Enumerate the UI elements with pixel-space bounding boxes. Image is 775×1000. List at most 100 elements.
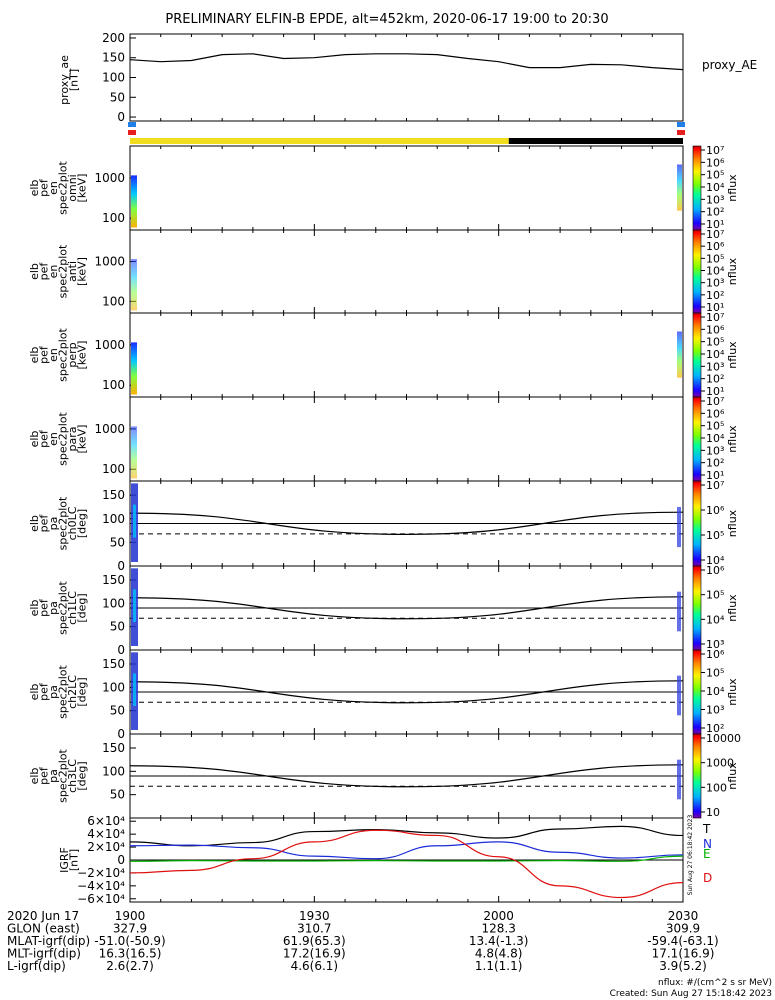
ch0-colorbar-unit: nflux	[726, 509, 739, 537]
ch2-ytick-label: 50	[110, 704, 125, 718]
ch2-data-right	[677, 675, 681, 716]
en-perp-colorbar-label: 10⁶	[706, 323, 725, 336]
ch1-ylabel: spec2plot	[57, 581, 70, 635]
en-anti-colorbar-label: 10⁶	[706, 240, 725, 253]
en-anti-colorbar-label: 10⁴	[706, 265, 725, 278]
footer-row-value: 61.9(65.3)	[283, 934, 346, 948]
igrf-t-line	[129, 825, 684, 847]
igrf-component-d: D	[703, 871, 712, 885]
ch0-ytick-label: 100	[102, 512, 125, 526]
en-anti-ylabel: en	[47, 265, 60, 279]
en-para-ylabel: pef	[38, 429, 51, 448]
en-perp-colorbar-label: 10⁵	[706, 336, 724, 349]
footer-row-value: 16.3(16.5)	[99, 947, 162, 961]
ch3-ytick-label: 150	[102, 741, 125, 755]
en-anti-colorbar-unit: nflux	[726, 257, 739, 285]
footer-row-label: GLON (east)	[7, 922, 80, 936]
ch3-data-right	[677, 759, 681, 800]
en-para-frame	[129, 396, 684, 482]
igrf-ytick-label: 2×10⁴	[87, 840, 125, 854]
footer-row-value: -51.0(-50.9)	[94, 934, 165, 948]
ch0-colorbar-label: 10⁴	[706, 554, 725, 567]
ch3-colorbar-label: 100	[706, 781, 727, 794]
ch2-colorbar-label: 10²	[706, 722, 724, 735]
en-omni-ylabel: [keV]	[76, 174, 89, 203]
en-para-colorbar-unit: nflux	[726, 425, 739, 453]
ch1-colorbar-label: 10³	[706, 638, 724, 651]
ch0-ytick-label: 0	[117, 559, 125, 573]
ch1-ytick-label: 0	[117, 643, 125, 657]
ch1-data-right	[677, 591, 681, 632]
ch0-ylabel: pef	[38, 514, 51, 533]
en-omni-ytick-label: 100	[102, 211, 125, 225]
ch1-loss-cone-line	[129, 596, 684, 620]
en-omni-data-left	[131, 175, 137, 228]
en-para-colorbar-label: 10⁷	[706, 395, 724, 408]
proxy-ae-ytick-label: 50	[110, 90, 125, 104]
ch0-colorbar	[692, 480, 702, 567]
en-perp-colorbar-label: 10⁷	[706, 311, 724, 324]
orbit-marker-bottom	[128, 130, 136, 135]
en-omni-colorbar-label: 10⁷	[706, 144, 724, 157]
en-perp-data-left	[131, 342, 137, 395]
footer-row-value: 2030	[668, 909, 699, 923]
footer-row-label: 2020 Jun 17	[7, 909, 79, 923]
ch3-ylabel: pa	[47, 769, 60, 783]
footer-row-value: 2000	[483, 909, 514, 923]
en-para-ylabel: [keV]	[76, 425, 89, 454]
proxy-ae-legend: proxy_AE	[702, 58, 757, 72]
footer-row-value: 13.4(-1.3)	[469, 934, 529, 948]
ch1-colorbar-label: 10⁵	[706, 589, 724, 602]
ch2-ytick-label: 100	[102, 680, 125, 694]
ch1-ylabel: [deg]	[76, 593, 89, 622]
ch0-colorbar-label: 10⁵	[706, 529, 724, 542]
en-perp-ylabel: perp	[66, 342, 79, 367]
ch2-loss-cone-line	[129, 680, 684, 704]
igrf-ytick-label: 4×10⁴	[87, 827, 125, 841]
footer-row-value: 1.1(1.1)	[475, 959, 523, 973]
en-perp-colorbar-label: 10³	[706, 360, 724, 373]
ch1-ylabel: ch1LC	[66, 591, 79, 625]
ch3-ytick-label: 50	[110, 788, 125, 802]
plot-title: PRELIMINARY ELFIN-B EPDE, alt=452km, 202…	[165, 12, 608, 27]
footer-row-value: 17.2(16.9)	[283, 947, 346, 961]
en-para-colorbar-label: 10⁴	[706, 432, 725, 445]
proxy-ae-ytick-label: 200	[102, 31, 125, 45]
en-perp-colorbar	[692, 312, 702, 398]
ch1-colorbar-unit: nflux	[726, 594, 739, 622]
en-omni-ylabel: elb	[28, 180, 41, 197]
proxy-ae-ytick-label: 100	[102, 71, 125, 85]
footer-row-value: 3.9(5.2)	[659, 959, 707, 973]
en-anti-colorbar-label: 10²	[706, 289, 724, 302]
en-omni-colorbar	[692, 145, 702, 231]
en-para-colorbar	[692, 396, 702, 482]
ch1-ylabel: pef	[38, 598, 51, 617]
igrf-ytick-label: −2×10⁴	[77, 866, 125, 880]
footer-row-value: 4.6(6.1)	[291, 959, 339, 973]
en-anti-ylabel: [keV]	[76, 257, 89, 286]
en-omni-ylabel: en	[47, 181, 60, 195]
en-omni-frame	[129, 145, 684, 231]
en-anti-ylabel: anti	[66, 261, 79, 282]
en-omni-colorbar-label: 10³	[706, 193, 724, 206]
ch1-ytick-label: 50	[110, 620, 125, 634]
en-perp-ylabel: spec2plot	[57, 328, 70, 382]
ch1-ylabel: pa	[47, 601, 60, 615]
ch1-ytick-label: 150	[102, 573, 125, 587]
ch3-ylabel: spec2plot	[57, 749, 70, 803]
ch3-ylabel: pef	[38, 766, 51, 785]
ch0-ylabel: ch0LC	[66, 506, 79, 540]
en-omni-ytick-label: 1000	[94, 171, 125, 185]
en-anti-colorbar-label: 10⁷	[706, 228, 724, 241]
footer-row-value: 17.1(16.9)	[652, 947, 715, 961]
en-anti-colorbar-label: 10¹	[706, 301, 724, 314]
units-note: nflux: #/(cm^2 s sr MeV)	[658, 978, 772, 988]
ch2-data-left-core	[133, 673, 136, 706]
ch0-colorbar-label: 10⁷	[706, 479, 724, 492]
en-anti-ylabel: elb	[28, 263, 41, 280]
igrf-ytick-label: 6×10⁴	[87, 814, 125, 828]
ch3-ylabel: ch3LC	[66, 759, 79, 793]
ch3-colorbar-unit: nflux	[726, 762, 739, 790]
ch2-ylabel: elb	[28, 684, 41, 701]
